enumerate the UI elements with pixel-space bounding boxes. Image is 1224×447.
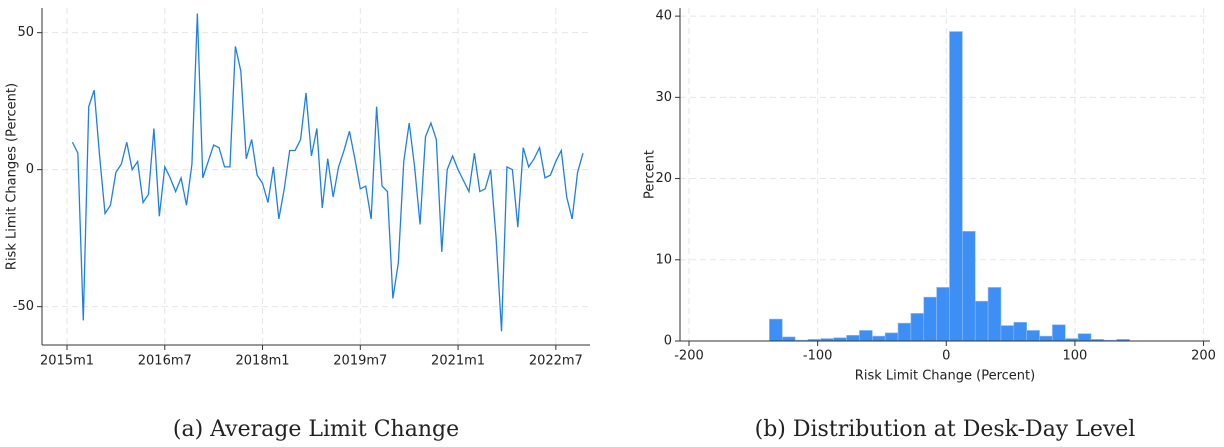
x-tick-label: 2021m1 xyxy=(431,354,485,369)
y-tick-label: 30 xyxy=(655,90,672,105)
bar xyxy=(884,332,899,342)
bar xyxy=(936,287,950,342)
y-tick-label: 50 xyxy=(17,25,34,40)
y-tick-label: 0 xyxy=(26,162,34,177)
bar xyxy=(781,336,796,342)
bar xyxy=(1026,330,1040,342)
bar xyxy=(897,322,912,342)
x-tick-label: 200 xyxy=(1191,349,1216,364)
bar xyxy=(1052,324,1066,342)
bar xyxy=(872,335,886,342)
x-tick-label: 2019m7 xyxy=(333,354,387,369)
x-tick-label: 2022m7 xyxy=(529,354,583,369)
y-tick-label: 0 xyxy=(664,334,672,349)
bar xyxy=(1013,322,1027,342)
x-tick-label: 2018m1 xyxy=(236,354,290,369)
x-tick-label: -100 xyxy=(803,349,833,364)
x-tick-label: 2015m1 xyxy=(40,354,94,369)
bar xyxy=(769,318,783,342)
bar xyxy=(910,313,925,342)
bar xyxy=(987,287,1002,342)
y-tick-label: -50 xyxy=(13,299,34,314)
bar xyxy=(949,31,963,342)
x-tick-label: 100 xyxy=(1063,349,1088,364)
x-axis-label: Risk Limit Change (Percent) xyxy=(855,369,1035,384)
bar xyxy=(1000,325,1015,342)
y-tick-label: 20 xyxy=(655,171,672,186)
y-tick-label: 40 xyxy=(655,9,672,24)
x-tick-label: -200 xyxy=(674,349,704,364)
y-tick-label: 10 xyxy=(655,252,672,267)
caption: (a) Average Limit Change xyxy=(173,417,459,442)
bar xyxy=(1077,333,1092,342)
y-axis-label: Risk Limit Changes (Percent) xyxy=(5,83,20,270)
caption: (b) Distribution at Desk-Day Level xyxy=(755,417,1136,442)
x-tick-label: 2016m7 xyxy=(138,354,192,369)
bar xyxy=(1039,335,1053,342)
x-tick-label: 0 xyxy=(942,349,950,364)
bar xyxy=(974,300,989,342)
bar xyxy=(846,335,860,342)
bar xyxy=(962,231,976,342)
bar xyxy=(859,330,873,342)
bar xyxy=(923,296,937,342)
data-line xyxy=(71,13,584,332)
y-axis-label: Percent xyxy=(643,150,658,199)
